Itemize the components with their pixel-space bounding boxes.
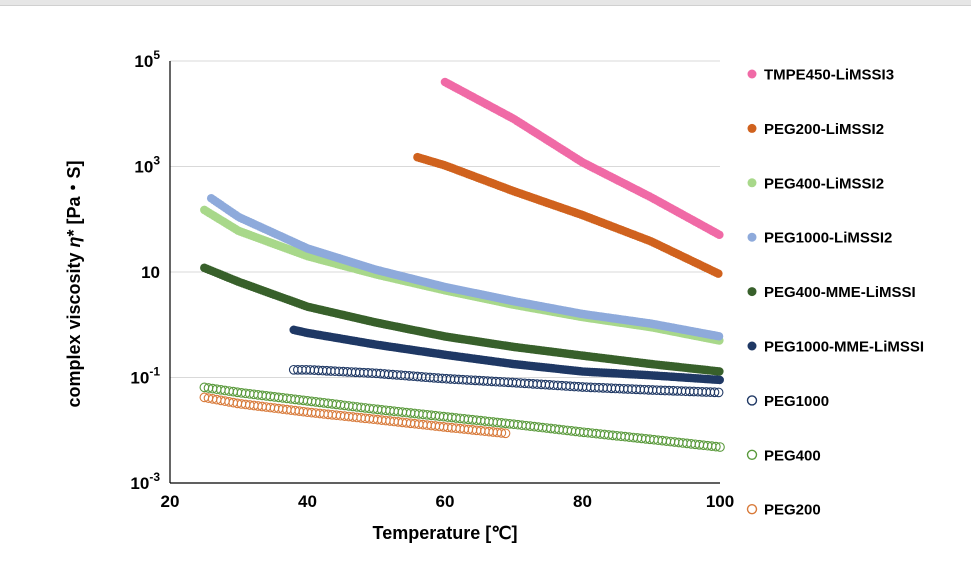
series-TMPE450-LiMSSI3 [440,77,724,240]
x-tick-label: 80 [573,492,592,511]
legend-label: PEG1000-MME-LiMSSI [764,339,924,356]
data-point [500,428,511,439]
series-PEG200 [199,392,511,439]
y-tick-label: 103 [134,154,160,177]
y-tick-label: 105 [134,48,160,71]
data-point [714,331,724,341]
legend-marker [747,123,757,133]
data-point [713,387,724,398]
legend-label: TMPE450-LiMSSI3 [764,67,894,84]
data-point [711,441,721,452]
y-tick-exponent: -1 [149,365,160,379]
y-tick-base: 10 [134,52,153,71]
y-tick-base: 10 [130,369,149,388]
data-point [715,375,724,385]
y-axis-title-part1: complex viscosity [64,247,84,407]
series-PEG1000-MME-LiMSSI [289,325,724,385]
y-axis-title: complex viscosity η* [Pa・S] [64,160,84,407]
legend-marker [746,395,758,406]
y-tick-exponent: -3 [149,470,160,484]
legend-marker [747,287,757,297]
data-point [715,442,725,452]
x-tick-labels: 20 40 60 80 100 [161,492,735,511]
x-tick-label: 100 [706,492,734,511]
x-axis-title: Temperature [℃] [373,523,518,543]
legend-label: PEG1000 [764,393,829,410]
y-tick-base: 10 [134,158,153,177]
legend-label: PEG200-LiMSSI2 [764,121,884,138]
y-tick-exponent: 3 [153,154,160,168]
series-PEG1000 [288,364,724,398]
x-tick-label: 60 [436,492,455,511]
y-tick-exponent: 5 [153,48,160,62]
series-PEG200-LiMSSI2 [413,152,723,278]
legend-label: PEG400-MME-LiMSSI [764,284,916,301]
legend-label: PEG1000-LiMSSI2 [764,230,892,247]
x-tick-label: 20 [161,492,180,511]
legend-marker [746,449,758,460]
data-point [709,387,720,398]
y-tick-label: 10-3 [130,470,160,493]
y-tick-label: 10-1 [130,365,160,388]
y-tick-base: 10 [130,474,149,493]
legend: TMPE450-LiMSSI3 PEG200-LiMSSI2 PEG400-LiMS… [746,67,924,519]
x-tick-label: 40 [298,492,317,511]
y-tick-base: 10 [141,263,160,282]
legend-marker [746,504,758,515]
legend-marker [747,69,757,79]
legend-label: PEG400-LiMSSI2 [764,175,884,192]
legend-marker [747,178,757,188]
legend-marker [747,232,757,242]
legend-label: PEG200 [764,502,821,519]
axes [169,61,720,484]
series-PEG400 [199,382,725,452]
series-PEG400-MME-LiMSSI [200,263,724,376]
data-point [713,269,723,278]
window-top-edge [0,0,971,6]
data-point [715,230,724,240]
data-point [496,428,507,438]
legend-label: PEG400 [764,447,821,464]
data-series [199,77,725,452]
y-axis-title-part2: * [Pa・S] [64,160,84,236]
y-axis-title-eta: η [64,236,84,247]
data-point [715,367,724,376]
series-PEG1000-LiMSSI2 [206,193,724,341]
legend-marker [747,341,757,351]
y-tick-label: 10 [141,263,160,282]
